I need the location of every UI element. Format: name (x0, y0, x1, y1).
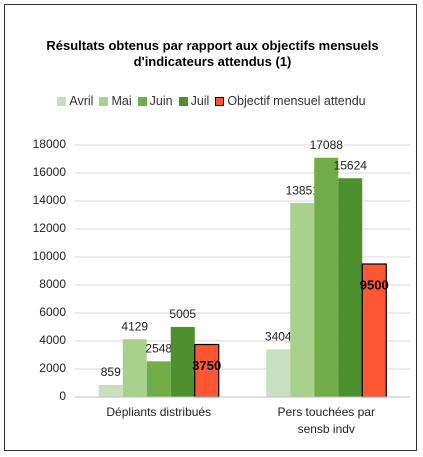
bar (266, 349, 291, 397)
y-tick-label: 4000 (39, 333, 66, 347)
data-label: 9500 (360, 277, 389, 292)
legend-label: Juil (190, 94, 210, 108)
data-label: 4129 (121, 319, 148, 333)
legend-swatch (215, 96, 225, 106)
legend-item: Juil (178, 94, 210, 108)
data-label: 17088 (310, 138, 344, 152)
y-tick-label: 8000 (39, 277, 66, 291)
y-tick-label: 0 (59, 389, 66, 403)
y-tick-label: 6000 (39, 305, 66, 319)
legend-item: Avril (57, 94, 93, 108)
data-label: 13851 (286, 183, 320, 197)
data-label: 3404 (265, 330, 292, 344)
data-label: 2548 (145, 341, 172, 355)
legend-swatch (178, 96, 188, 106)
bar (314, 157, 339, 397)
y-tick-label: 10000 (33, 249, 67, 263)
x-tick-label: Pers touchées par sensb indv (277, 405, 375, 436)
data-label: 859 (101, 365, 121, 379)
legend-label: Juin (149, 94, 173, 108)
bar (170, 326, 195, 397)
chart-title: Résultats obtenus par rapport aux object… (46, 38, 379, 69)
y-tick-label: 14000 (33, 193, 67, 207)
legend-label: Mai (111, 94, 132, 108)
legend-item: Mai (99, 94, 132, 108)
legend-swatch (57, 96, 67, 106)
y-tick-label: 2000 (39, 361, 66, 375)
data-label: 5005 (169, 307, 196, 321)
legend-label: Avril (69, 94, 94, 108)
legend-swatch (99, 96, 109, 106)
chart-frame (4, 4, 417, 451)
y-tick-label: 16000 (33, 165, 67, 179)
y-tick-label: 18000 (33, 137, 67, 151)
bar (290, 203, 315, 397)
y-tick-label: 12000 (33, 221, 67, 235)
data-label: 3750 (192, 358, 221, 373)
bar (146, 361, 171, 397)
legend-item: Objectif mensuel attendu (215, 94, 366, 108)
legend-label: Objectif mensuel attendu (227, 94, 366, 108)
bar (98, 384, 123, 397)
bar (361, 263, 387, 398)
legend-swatch (137, 96, 147, 106)
bar (338, 178, 363, 397)
data-label: 15624 (334, 158, 368, 172)
legend-item: Juin (137, 94, 173, 108)
x-tick-label: Dépliants distribués (106, 405, 212, 419)
bar (122, 339, 147, 397)
legend: Avril Mai Juin Juil Objectif mensuel attendu (0, 94, 423, 108)
